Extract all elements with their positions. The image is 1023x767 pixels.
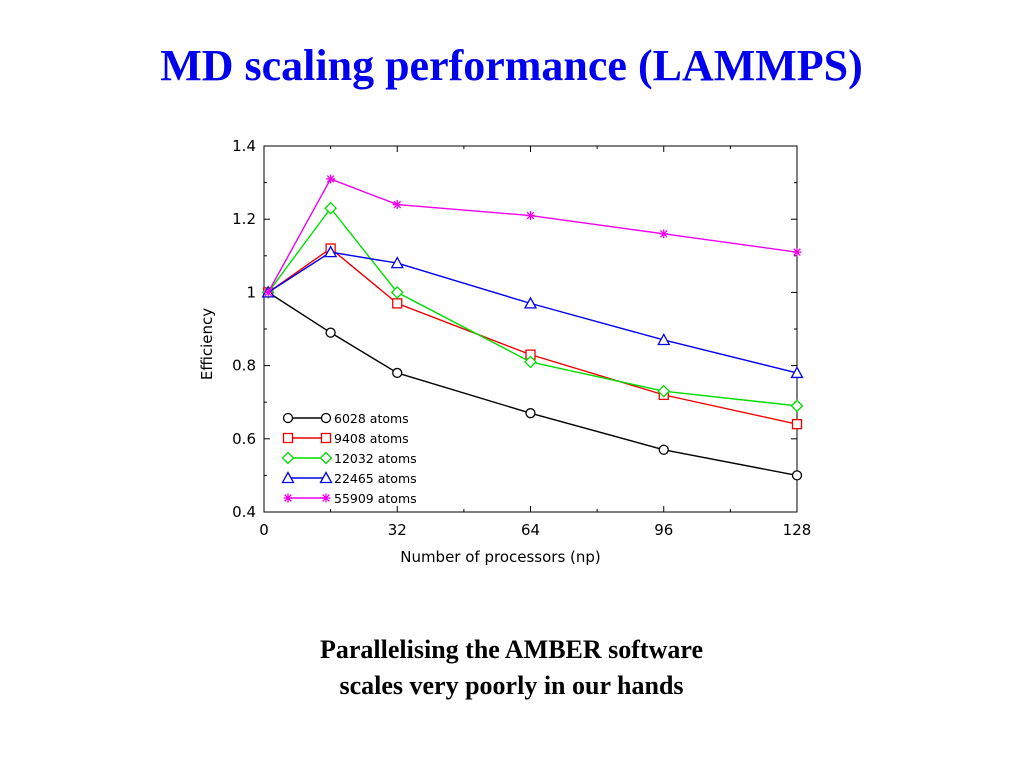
legend-label-1: 9408 atoms: [334, 431, 409, 446]
data-point-series-2: [790, 399, 804, 413]
legend-marker-end-1: [320, 432, 332, 444]
data-point-series-2: [657, 384, 671, 398]
series-line-4: [267, 178, 798, 293]
y-tick-label: 0.6: [232, 430, 256, 448]
legend-marker-start-4: [283, 493, 293, 503]
series-line-1: [267, 247, 798, 425]
y-tick-label: 0.4: [232, 503, 256, 521]
data-point-series-4: [526, 211, 535, 221]
legend-label-4: 55909 atoms: [334, 491, 417, 506]
y-axis-label: Efficiency: [198, 308, 216, 380]
data-point-series-0: [791, 470, 803, 481]
data-point-series-0: [325, 327, 336, 338]
legend-label-3: 22465 atoms: [334, 471, 417, 486]
data-point-series-4: [392, 200, 402, 210]
x-tick-label: 96: [654, 521, 673, 539]
data-point-series-1: [392, 298, 403, 309]
data-point-series-1: [791, 419, 803, 430]
data-point-series-4: [263, 287, 273, 297]
data-point-series-3: [523, 296, 538, 309]
series-line-3: [267, 251, 798, 374]
legend-marker-end-2: [319, 451, 333, 465]
data-point-series-0: [658, 444, 669, 455]
data-point-series-3: [390, 256, 404, 269]
caption-line-1: Parallelising the AMBER software: [320, 635, 703, 664]
data-point-series-0: [525, 408, 536, 419]
data-point-series-3: [657, 333, 671, 346]
legend-marker-start-0: [282, 412, 294, 424]
legend-marker-end-0: [320, 412, 332, 424]
slide-title: MD scaling performance (LAMMPS): [160, 41, 863, 90]
legend-label-0: 6028 atoms: [334, 411, 409, 426]
data-point-series-2: [524, 355, 537, 369]
legend-marker-start-2: [281, 451, 295, 465]
legend-label-2: 12032 atoms: [334, 451, 417, 466]
legend-marker-end-3: [319, 471, 333, 484]
data-point-series-3: [324, 245, 338, 258]
x-axis-label: Number of processors (np): [400, 548, 601, 566]
data-point-series-2: [324, 201, 338, 215]
x-tick-label: 128: [783, 521, 812, 539]
y-tick-label: 0.8: [232, 357, 256, 375]
efficiency-line-chart: 0.4 0.6 0.8 1 1.2 1.4 0 32 64 96 128 Number of proc…: [198, 137, 812, 566]
data-point-series-3: [790, 366, 804, 379]
x-tick-label: 0: [259, 521, 269, 539]
series-line-0: [267, 291, 798, 477]
legend-marker-start-3: [281, 471, 295, 484]
y-tick-label: 1.4: [232, 137, 256, 155]
data-point-series-2: [390, 285, 404, 299]
slide-caption: Parallelising the AMBER software scales …: [0, 632, 1023, 704]
caption-line-2: scales very poorly in our hands: [339, 671, 684, 700]
legend-marker-start-1: [282, 432, 294, 444]
legend-marker-end-4: [321, 493, 331, 503]
y-tick-label: 1.2: [232, 210, 256, 228]
x-tick-label: 32: [388, 521, 407, 539]
data-point-series-4: [659, 229, 669, 239]
data-point-series-4: [326, 174, 336, 184]
data-point-series-0: [392, 367, 403, 379]
x-tick-label: 64: [521, 521, 540, 539]
y-tick-label: 1: [246, 283, 256, 301]
data-point-series-4: [792, 247, 802, 257]
series-line-2: [267, 207, 798, 407]
